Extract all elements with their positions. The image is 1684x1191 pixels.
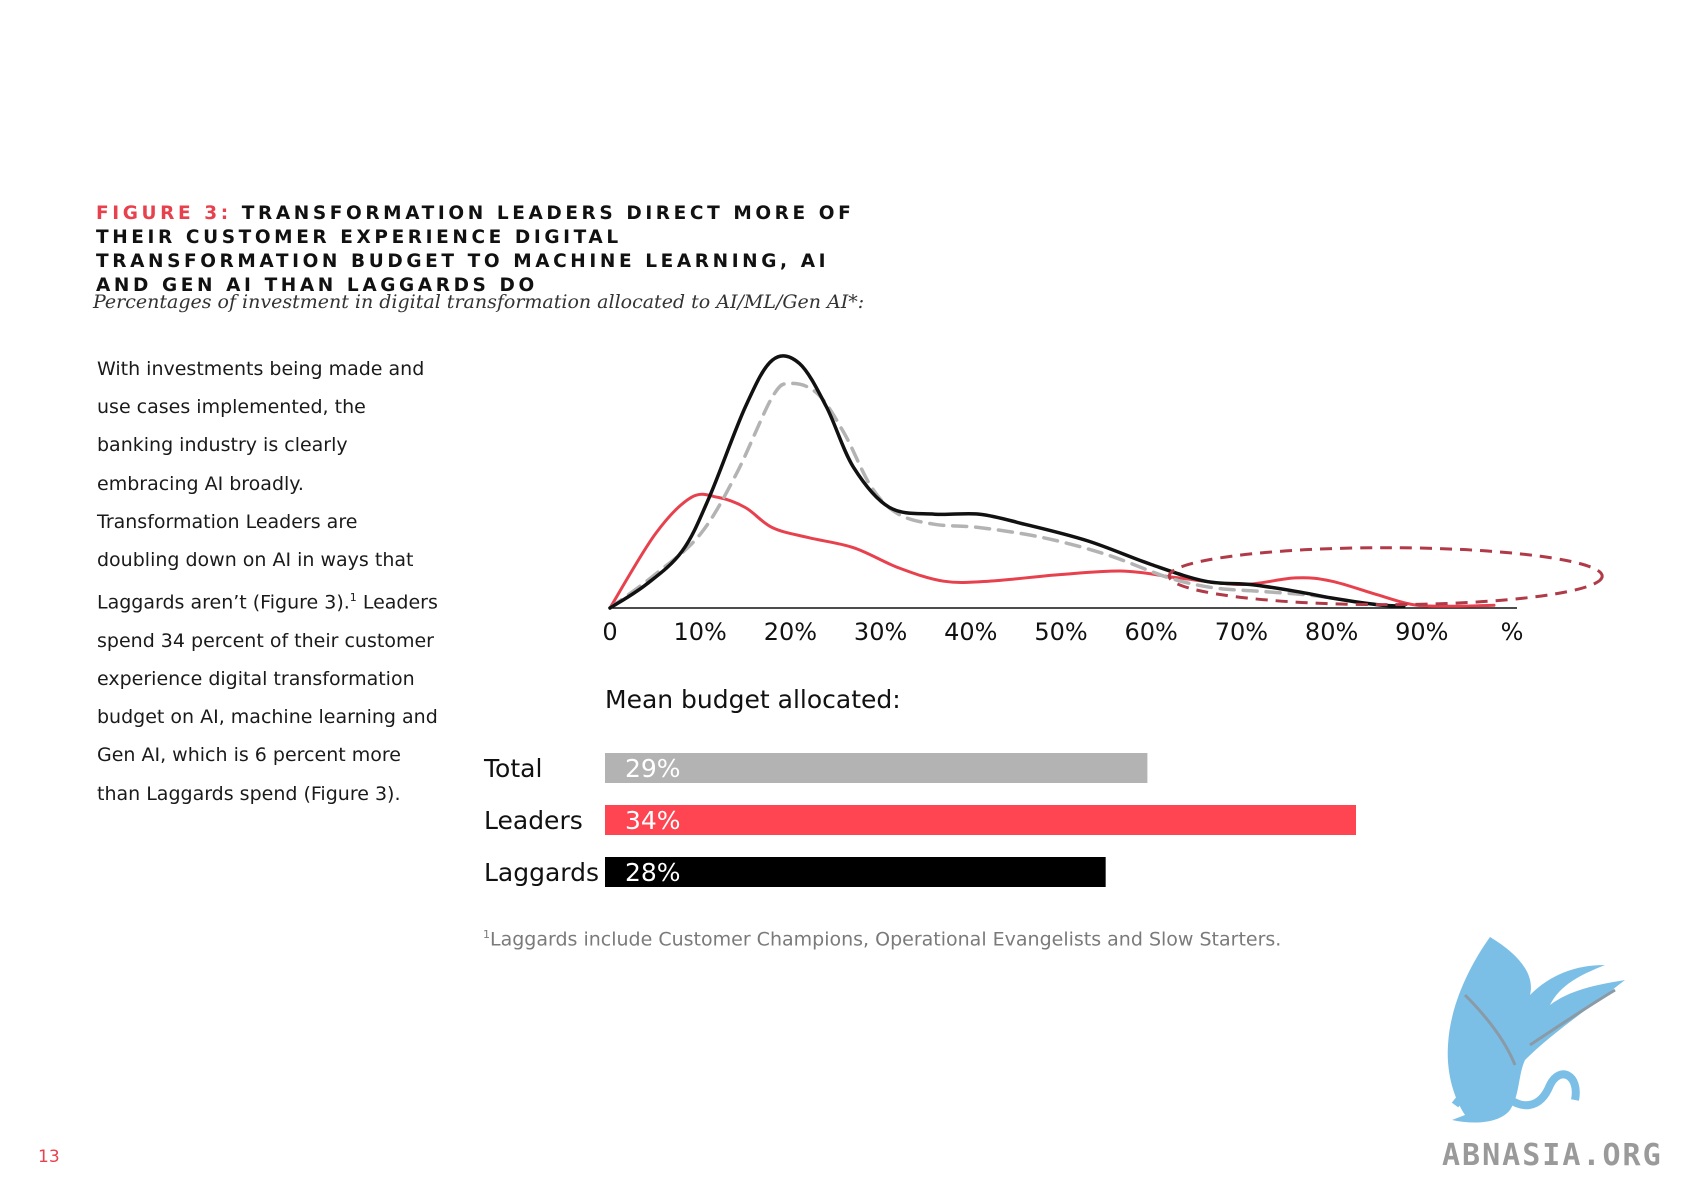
x-tick-label: 0	[602, 618, 617, 646]
series-line-total	[608, 381, 1334, 610]
bar-laggards	[605, 857, 1106, 887]
bar-category-label: Laggards	[484, 858, 599, 887]
x-tick-label: 90%	[1395, 618, 1448, 646]
page-number: 13	[38, 1147, 60, 1167]
footnote-ref: 1	[349, 591, 357, 605]
figure-subtitle: Percentages of investment in digital tra…	[93, 291, 865, 313]
bar-value-label: 34%	[625, 806, 681, 835]
bar-value-label: 29%	[625, 754, 681, 783]
x-tick-label: 60%	[1125, 618, 1178, 646]
bar-chart-title: Mean budget allocated:	[605, 685, 901, 714]
body-text-part-1: With investments being made and use case…	[97, 358, 425, 614]
figure-label: Figure 3:	[96, 203, 232, 224]
series-line-laggards	[608, 354, 1406, 610]
body-paragraph: With investments being made and use case…	[97, 350, 442, 813]
x-tick-label: 20%	[764, 618, 817, 646]
figure-title-text: Transformation Leaders direct more of th…	[96, 203, 855, 296]
x-tick-label: 70%	[1215, 618, 1268, 646]
bar-leaders	[605, 805, 1356, 835]
logo-text: ABNASIA.ORG	[1442, 1138, 1663, 1173]
footnote-mark: 1	[483, 928, 490, 941]
series-line-leaders	[608, 492, 1496, 610]
x-tick-label: 10%	[674, 618, 727, 646]
bar-category-label: Leaders	[484, 806, 583, 835]
figure-title: Figure 3: Transformation Leaders direct …	[96, 202, 876, 298]
footnote: 1Laggards include Customer Champions, Op…	[483, 928, 1281, 950]
griffin-logo-icon	[1447, 937, 1625, 1123]
body-text-part-2: Leaders spend 34 percent of their custom…	[97, 591, 438, 805]
highlight-ellipse	[1167, 546, 1604, 607]
x-tick-label: %	[1501, 618, 1524, 646]
distribution-line-chart: 0 10% 20% 30% 40% 50% 60% 70% 80% 90%%	[602, 354, 1604, 646]
x-tick-label: 50%	[1034, 618, 1087, 646]
footnote-text: Laggards include Customer Champions, Ope…	[490, 928, 1282, 951]
bar-value-label: 28%	[625, 858, 681, 887]
bar-total	[605, 753, 1148, 783]
mean-budget-bar-chart: Mean budget allocated: Total 29% Leaders 34%…	[483, 685, 1356, 887]
x-tick-label: 40%	[944, 618, 997, 646]
x-tick-label: 30%	[854, 618, 907, 646]
x-tick-label: 80%	[1305, 618, 1358, 646]
bar-category-label: Total	[483, 754, 542, 783]
